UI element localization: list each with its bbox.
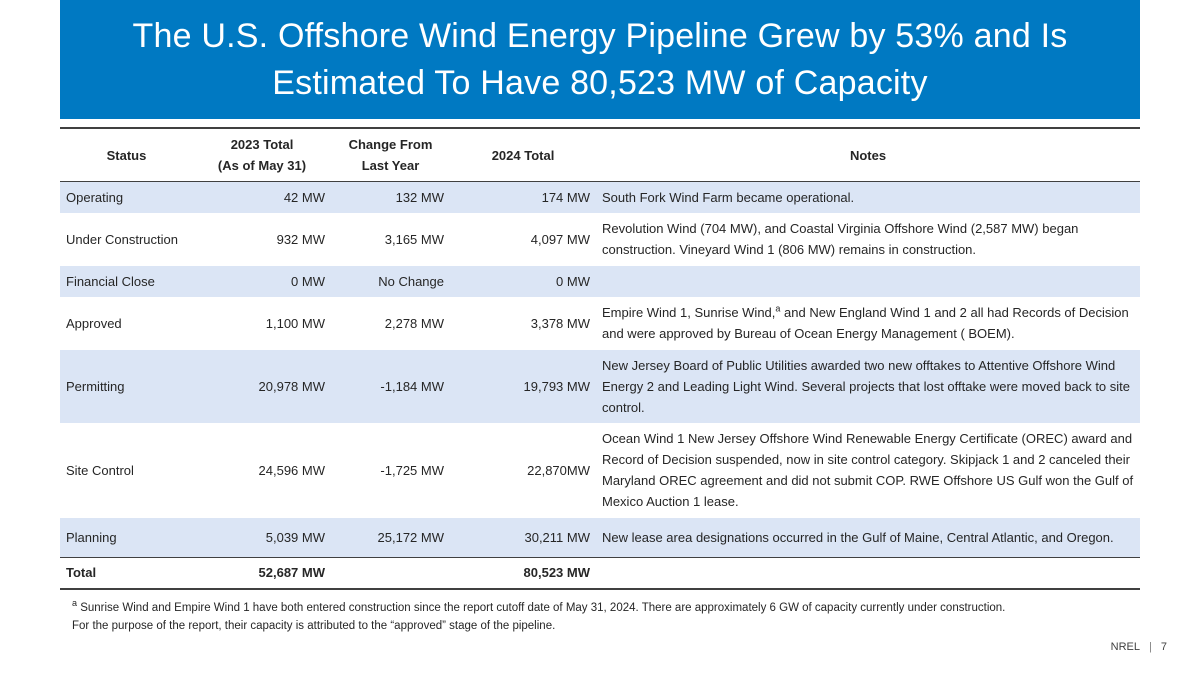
cell-2024-total: 4,097 MW: [530, 231, 590, 247]
table-row-approved: Approved 1,100 MW 2,278 MW 3,378 MW Empi…: [60, 297, 1140, 350]
pipeline-table: Status 2023 Total (As of May 31) Change …: [60, 127, 1140, 590]
cell-change: 25,172 MW: [377, 529, 444, 545]
page-title: The U.S. Offshore Wind Energy Pipeline G…: [133, 13, 1068, 107]
table-row-operating: Operating 42 MW 132 MW 174 MW South Fork…: [60, 181, 1140, 213]
cell-2023-total: 24,596 MW: [258, 462, 325, 478]
notes-text-start: Empire Wind 1, Sunrise Wind,: [602, 305, 776, 320]
header-change-line2: Last Year: [361, 158, 420, 173]
table-row-site-control: Site Control 24,596 MW -1,725 MW 22,870M…: [60, 423, 1140, 518]
cell-status: Operating: [66, 189, 124, 205]
header-2023-total: 2023 Total (As of May 31): [193, 128, 331, 182]
cell-notes: Empire Wind 1, Sunrise Wind,a and New En…: [596, 297, 1140, 350]
footnote-text-1: Sunrise Wind and Empire Wind 1 have both…: [77, 602, 1006, 614]
header-status: Status: [106, 147, 147, 163]
cell-2023-total: 0 MW: [291, 273, 325, 289]
footer-org: NREL: [1110, 641, 1141, 653]
footnote-line-2: For the purpose of the report, their cap…: [72, 620, 556, 632]
footnote-marker: a: [775, 303, 781, 314]
table-row-permitting: Permitting 20,978 MW -1,184 MW 19,793 MW…: [60, 349, 1140, 423]
cell-status: Planning: [66, 529, 117, 545]
cell-notes: New Jersey Board of Public Utilities awa…: [602, 357, 1131, 415]
table-row-financial-close: Financial Close 0 MW No Change 0 MW: [60, 265, 1140, 297]
cell-2024-total: 19,793 MW: [523, 378, 590, 394]
header-notes: Notes: [849, 147, 887, 163]
header-change: Change From Last Year: [331, 128, 450, 182]
cell-2023-total: 20,978 MW: [258, 378, 325, 394]
cell-change: [331, 558, 450, 589]
cell-2024-total: 3,378 MW: [530, 315, 590, 331]
header-2023-total-line2: (As of May 31): [217, 158, 307, 173]
cell-status: Under Construction: [66, 231, 178, 247]
cell-2024-total: 22,870MW: [527, 462, 590, 478]
cell-2024-total: 30,211 MW: [524, 529, 590, 545]
header-2023-total-line1: 2023 Total: [230, 137, 294, 152]
notes-text-end: and New England Wind 1 and 2 all had Rec…: [602, 305, 1129, 341]
footer-separator: |: [1149, 641, 1152, 653]
title-banner: The U.S. Offshore Wind Energy Pipeline G…: [60, 0, 1140, 119]
table-row-planning: Planning 5,039 MW 25,172 MW 30,211 MW Ne…: [60, 517, 1140, 558]
table-header-row: Status 2023 Total (As of May 31) Change …: [60, 128, 1140, 182]
header-change-line1: Change From: [348, 137, 433, 152]
table-row-total: Total 52,687 MW 80,523 MW: [60, 557, 1140, 589]
cell-notes: Ocean Wind 1 New Jersey Offshore Wind Re…: [602, 431, 1134, 509]
title-line-1: The U.S. Offshore Wind Energy Pipeline G…: [132, 16, 1068, 55]
cell-2023-total: 52,687 MW: [258, 565, 325, 581]
cell-2023-total: 5,039 MW: [265, 529, 325, 545]
cell-notes: [596, 266, 1140, 297]
cell-notes: South Fork Wind Farm became operational.: [602, 189, 855, 205]
cell-change: 3,165 MW: [384, 231, 444, 247]
cell-change: 2,278 MW: [384, 315, 444, 331]
title-line-2: Estimated To Have 80,523 MW of Capacity: [272, 63, 928, 102]
cell-2024-total: 174 MW: [541, 189, 590, 205]
cell-2023-total: 42 MW: [283, 189, 325, 205]
page-number: 7: [1160, 641, 1167, 653]
cell-status: Financial Close: [66, 273, 155, 289]
footnote: a Sunrise Wind and Empire Wind 1 have bo…: [72, 599, 1132, 635]
cell-change: 132 MW: [395, 189, 444, 205]
footnote-line-1: a Sunrise Wind and Empire Wind 1 have bo…: [72, 599, 1132, 617]
cell-status: Total: [66, 565, 97, 581]
cell-status: Site Control: [66, 462, 134, 478]
header-2024-total: 2024 Total: [491, 147, 555, 163]
cell-status: Approved: [66, 315, 122, 331]
slide-footer: NREL | 7: [1111, 641, 1167, 653]
cell-change: -1,184 MW: [380, 378, 444, 394]
cell-2023-total: 1,100 MW: [265, 315, 325, 331]
table-row-under-construction: Under Construction 932 MW 3,165 MW 4,097…: [60, 213, 1140, 266]
cell-2023-total: 932 MW: [276, 231, 325, 247]
cell-notes: Revolution Wind (704 MW), and Coastal Vi…: [602, 221, 1079, 257]
footnote-marker: a: [72, 598, 78, 609]
cell-status: Permitting: [66, 378, 125, 394]
cell-2024-total: 80,523 MW: [523, 565, 590, 581]
cell-change: -1,725 MW: [380, 462, 444, 478]
cell-notes: [596, 558, 1140, 589]
pipeline-table-container: Status 2023 Total (As of May 31) Change …: [60, 127, 1140, 590]
cell-notes: New lease area designations occurred in …: [602, 529, 1114, 545]
cell-2024-total: 0 MW: [556, 273, 590, 289]
cell-change: No Change: [378, 273, 444, 289]
